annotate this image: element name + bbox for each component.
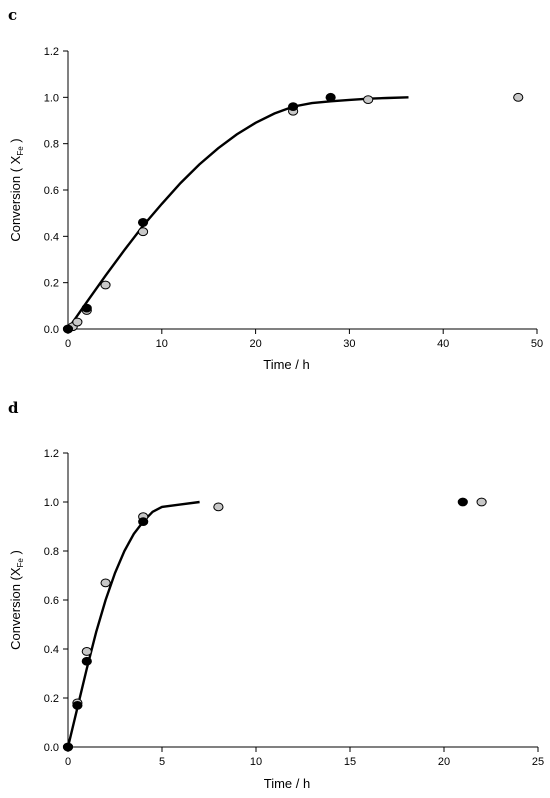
data-point-grey <box>100 578 111 588</box>
y-axis-title-suffix: ) <box>8 138 23 146</box>
y-tick-label: 0.2 <box>44 278 59 290</box>
data-point-black <box>81 303 92 313</box>
data-point-grey <box>81 647 92 656</box>
data-point-black <box>62 324 74 334</box>
fit-curve-line <box>67 96 409 330</box>
data-point-grey <box>363 95 374 105</box>
data-point-grey <box>513 92 524 102</box>
chart-panel-d: d 0 5 10 15 20 25 0.0 0.2 0.4 0.6 0.8 1.0 1.2 Time / h… <box>8 399 544 791</box>
y-axis-title: Conversion (XFe ) <box>8 550 25 650</box>
x-tick-label: 30 <box>343 338 355 350</box>
y-axis-title-subscript: Fe <box>16 146 25 156</box>
y-tick-label: 0.2 <box>44 693 59 705</box>
y-tick-label: 0.4 <box>44 644 59 656</box>
y-axis-title-subscript: Fe <box>16 558 25 568</box>
y-tick-label: 0.6 <box>44 185 59 197</box>
fit-curve-line <box>66 500 200 748</box>
y-axis-title: Conversion ( XFe ) <box>8 138 25 241</box>
data-point-grey <box>100 280 111 290</box>
x-tick-label: 20 <box>249 338 261 350</box>
x-tick-label: 0 <box>65 338 71 350</box>
y-tick-label: 0.8 <box>44 546 59 558</box>
y-axis-title-prefix: Conversion ( X <box>8 155 23 241</box>
y-axis-title-suffix: ) <box>8 550 23 558</box>
x-axis-title: Time / h <box>263 357 309 372</box>
y-axis-title-prefix: Conversion (X <box>8 567 23 650</box>
data-point-grey <box>137 227 149 237</box>
data-point-black <box>137 218 149 227</box>
chart-panel-c: c 0 10 20 30 40 50 0.0 0.2 0.4 0.6 0.8 1.0 1.2 Time / … <box>8 6 543 372</box>
x-tick-label: 0 <box>65 756 71 768</box>
y-tick-label: 0.0 <box>44 742 59 754</box>
data-point-black <box>81 656 92 666</box>
y-tick-label: 1.2 <box>44 448 59 460</box>
y-tick-label: 1.0 <box>44 497 59 509</box>
x-tick-label: 10 <box>156 338 168 350</box>
data-point-black <box>288 102 299 111</box>
y-tick-label: 0.8 <box>44 139 59 151</box>
x-axis-title: Time / h <box>264 776 310 791</box>
data-point-black <box>72 700 83 710</box>
x-tick-label: 5 <box>159 756 165 768</box>
y-tick-label: 0.4 <box>44 231 59 243</box>
panel-label: d <box>8 399 19 417</box>
data-point-black <box>138 517 149 526</box>
data-point-grey <box>476 497 487 507</box>
data-point-black <box>325 92 336 102</box>
data-point-grey <box>213 502 224 512</box>
x-tick-label: 50 <box>531 338 543 350</box>
y-tick-label: 1.2 <box>44 46 59 58</box>
data-point-black <box>62 742 74 752</box>
x-tick-label: 15 <box>344 756 356 768</box>
y-tick-label: 0.0 <box>44 324 59 336</box>
data-point-black <box>457 497 468 507</box>
data-point-grey <box>72 317 83 327</box>
x-tick-label: 20 <box>438 756 450 768</box>
y-tick-label: 0.6 <box>44 595 59 607</box>
x-tick-label: 40 <box>437 338 449 350</box>
panel-label: c <box>8 6 17 24</box>
x-tick-label: 10 <box>250 756 262 768</box>
y-tick-label: 1.0 <box>44 92 59 104</box>
x-tick-label: 25 <box>532 756 544 768</box>
